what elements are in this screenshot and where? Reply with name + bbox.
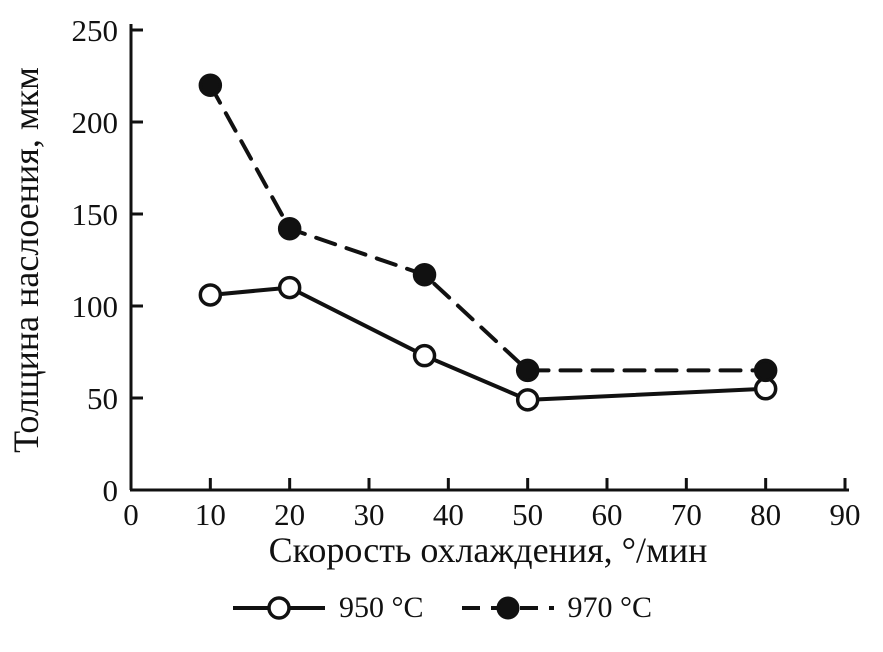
x-tick-label: 80: [750, 497, 781, 532]
series-970-°C: [198, 73, 778, 383]
x-tick-label: 90: [830, 497, 861, 532]
x-tick-label: 50: [512, 497, 543, 532]
legend-item-950: 950 °C: [231, 591, 424, 625]
marker-filled-circle: [753, 358, 778, 383]
y-tick-label: 200: [72, 105, 119, 140]
legend: 950 °C 970 °C: [231, 572, 652, 644]
legend-sample-dashed-filled-circle: [461, 596, 554, 620]
marker-filled-circle: [277, 216, 302, 241]
marker-open-circle: [277, 275, 302, 300]
legend-item-970: 970 °C: [460, 591, 653, 625]
series-line: [208, 285, 768, 402]
x-tick-label: 40: [433, 497, 464, 532]
x-tick-label: 10: [195, 497, 226, 532]
marker-filled-circle: [515, 358, 540, 383]
axes: 0 10 20 30 40 50 60 70 80 90 0 50 100 150 200 250: [72, 13, 861, 532]
x-tick-label: 30: [354, 497, 385, 532]
y-tick-label: 50: [87, 381, 118, 416]
marker-filled-circle: [412, 262, 437, 287]
marker-open-circle: [515, 388, 540, 412]
x-tick-label: 60: [592, 497, 623, 532]
legend-label-950: 950 °C: [338, 591, 424, 624]
x-tick-label: 70: [671, 497, 702, 532]
marker-open-circle: [198, 283, 223, 307]
y-tick-label: 150: [72, 197, 119, 232]
x-tick-label: 20: [274, 497, 305, 532]
x-axis-label: Скорость охлаждения, °/мин: [269, 530, 708, 570]
y-axis-label: Толщина наслоения, мкм: [6, 67, 46, 453]
legend-sample-solid-open-circle: [232, 596, 325, 620]
marker-filled-circle: [198, 73, 223, 97]
y-tick-label: 250: [72, 13, 119, 48]
x-tick-label: 0: [123, 497, 139, 532]
line-chart: 0 10 20 30 40 50 60 70 80 90 0 50 100 150 200 250 Толщи…: [6, 13, 861, 570]
series-950-°C: [198, 275, 778, 412]
legend-label-970: 970 °C: [567, 591, 653, 624]
series-layer: [198, 73, 778, 412]
marker-open-circle: [412, 343, 437, 368]
y-tick-label: 100: [72, 289, 119, 324]
y-tick-label: 0: [103, 473, 119, 508]
